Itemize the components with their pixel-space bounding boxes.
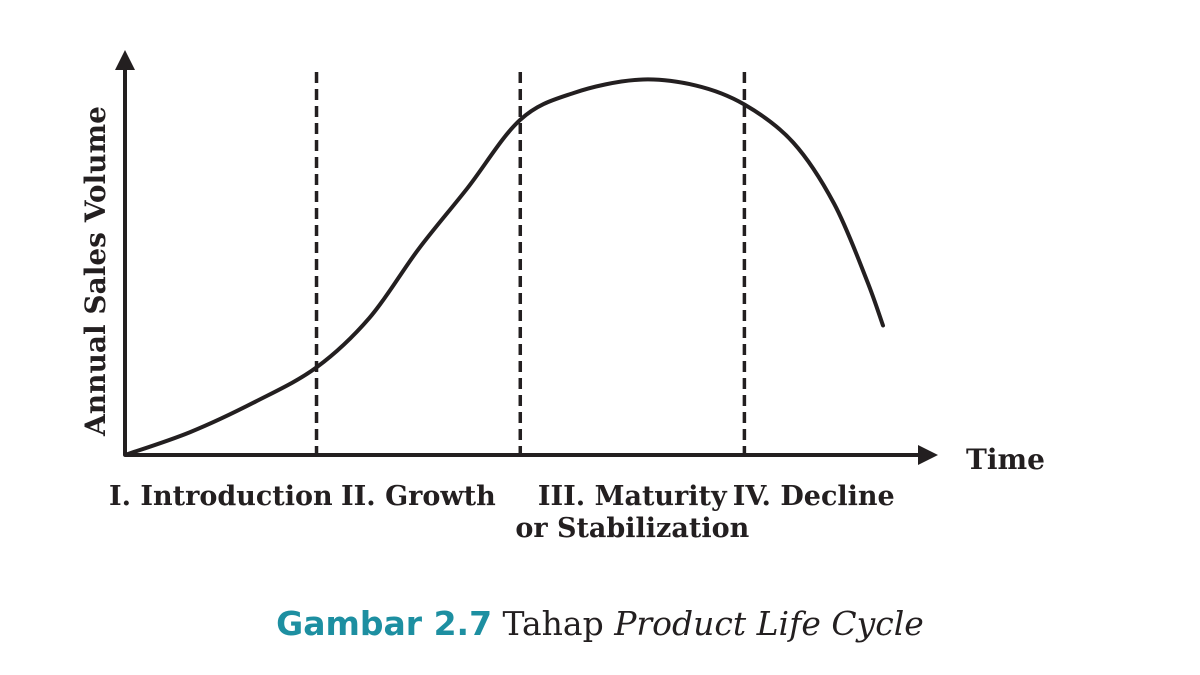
- figure-number: Gambar 2.7: [276, 604, 493, 643]
- stage-labels: I. Introduction II. Growth III. Maturityor…: [109, 481, 895, 544]
- stage-label-1: I. Introduction: [109, 481, 333, 512]
- figure-caption-text: Tahap: [492, 604, 615, 643]
- stage-label-4: IV. Decline: [733, 481, 895, 512]
- sales-curve: [123, 77, 885, 457]
- x-axis-label: Time: [966, 443, 1045, 476]
- stage-label-3: III. Maturity: [538, 481, 728, 512]
- figure-caption-title: Product Life Cycle: [614, 604, 924, 643]
- figure-caption: Gambar 2.7 Tahap Product Life Cycle: [0, 604, 1200, 644]
- stage-dividers: [314, 72, 747, 455]
- stage-label-3-line2: or Stabilization: [515, 513, 749, 544]
- stage-label-2: II. Growth: [341, 481, 496, 512]
- y-axis-label: Annual Sales Volume: [79, 106, 112, 437]
